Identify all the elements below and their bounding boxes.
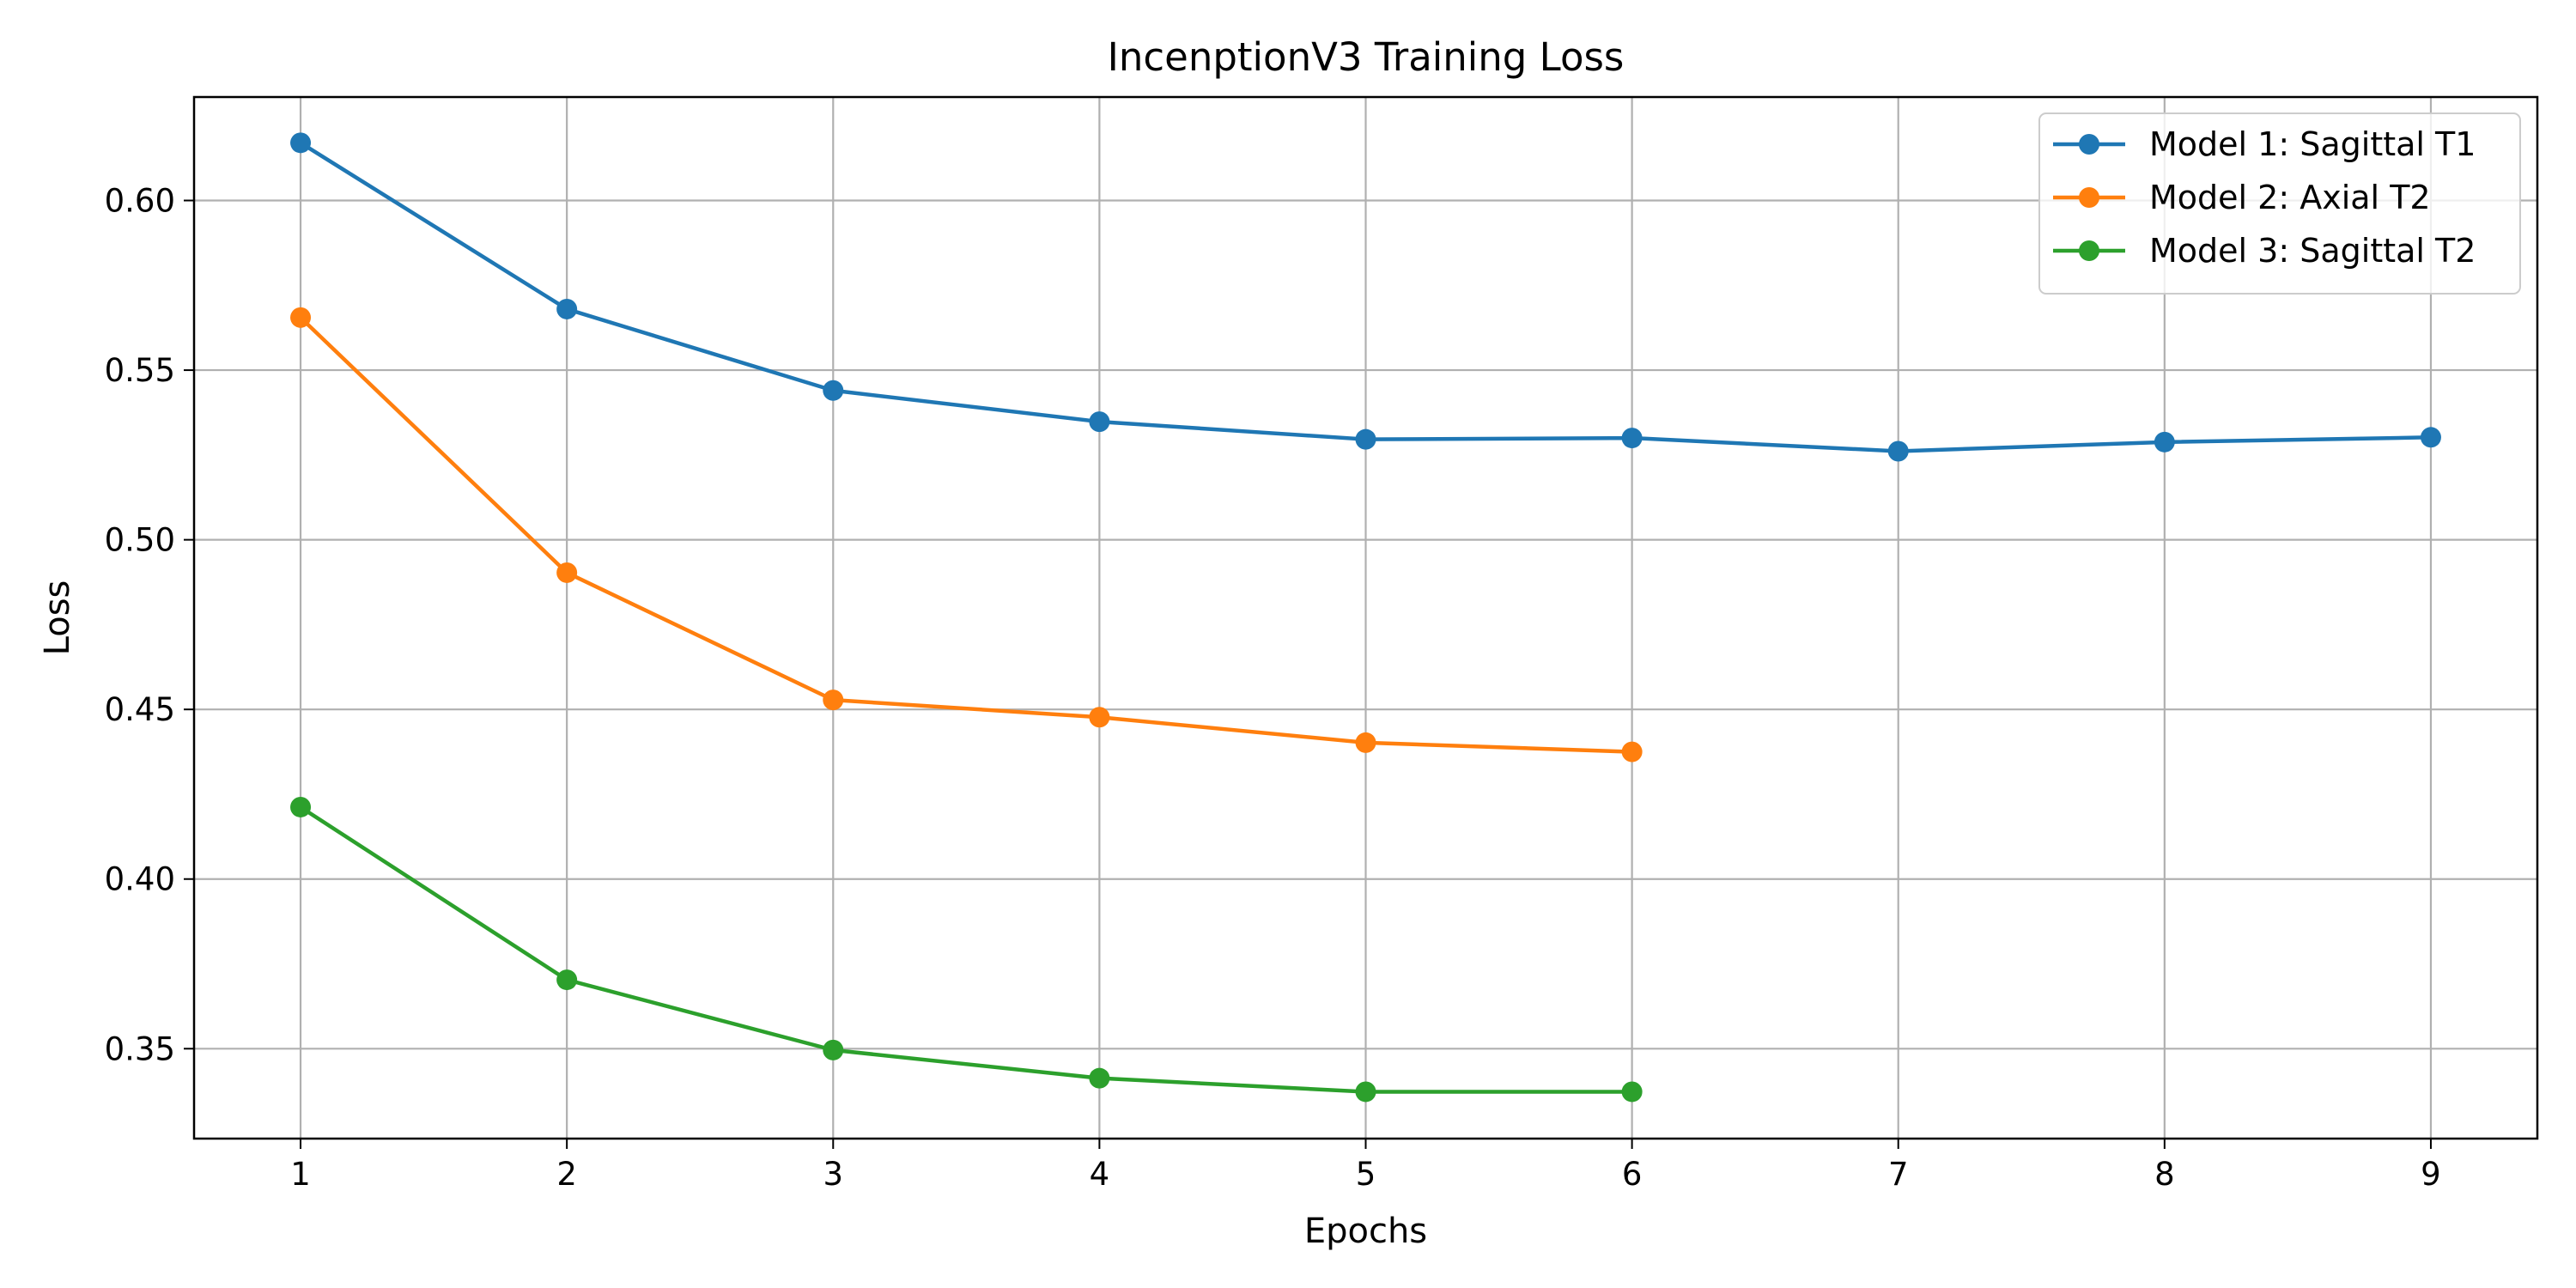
data-point [823, 690, 844, 711]
x-tick-label: 5 [1356, 1156, 1376, 1193]
x-tick-label: 4 [1090, 1156, 1110, 1193]
legend-label: Model 3: Sagittal T2 [2149, 232, 2476, 270]
x-tick-label: 2 [556, 1156, 577, 1193]
data-point [556, 562, 578, 583]
ticks: 1 2 3 4 5 6 7 8 9 0.35 0.40 0.45 0.50 0.55 0.60 [105, 183, 2441, 1193]
data-point [1887, 440, 1909, 462]
series-2 [290, 307, 1643, 762]
data-point [823, 1039, 844, 1060]
data-point [1621, 428, 1643, 449]
data-point [823, 380, 844, 401]
x-tick-label: 9 [2421, 1156, 2441, 1193]
legend-marker [2079, 187, 2099, 208]
y-axis-label: Loss [38, 580, 77, 656]
data-point [290, 796, 312, 817]
legend: Model 1: Sagittal T1 Model 2: Axial T2 Mod… [2038, 112, 2521, 295]
series-3 [290, 796, 1643, 1103]
data-point [1355, 428, 1376, 450]
y-tick-label: 0.60 [105, 183, 175, 220]
legend-label: Model 1: Sagittal T1 [2149, 125, 2476, 163]
data-point [1621, 1081, 1643, 1103]
data-point [1355, 1081, 1376, 1103]
data-point [2154, 431, 2175, 453]
x-tick-label: 3 [823, 1156, 843, 1193]
y-tick-label: 0.40 [105, 861, 175, 898]
legend-marker [2079, 240, 2099, 261]
data-point [556, 969, 578, 991]
data-point [556, 298, 578, 319]
x-tick-label: 1 [290, 1156, 311, 1193]
series-1 [290, 132, 2441, 462]
data-point [290, 307, 312, 328]
x-tick-label: 7 [1888, 1156, 1909, 1193]
y-tick-label: 0.45 [105, 691, 175, 728]
data-point [1089, 411, 1110, 433]
series-line [299, 805, 1632, 1094]
x-tick-label: 8 [2154, 1156, 2175, 1193]
series-layer [290, 132, 2441, 1103]
x-axis-label: Epochs [1304, 1212, 1427, 1251]
data-point [2420, 427, 2441, 448]
data-point [1089, 1067, 1110, 1089]
data-point [290, 132, 312, 154]
data-point [1089, 707, 1110, 728]
x-tick-label: 6 [1622, 1156, 1643, 1193]
legend-item: Model 2: Axial T2 [2053, 179, 2431, 216]
legend-label: Model 2: Axial T2 [2149, 179, 2431, 216]
y-tick-label: 0.50 [105, 522, 175, 559]
series-line [299, 316, 1632, 754]
chart-title: IncenptionV3 Training Loss [1108, 34, 1625, 80]
data-point [1621, 741, 1643, 762]
legend-item: Model 1: Sagittal T1 [2053, 125, 2476, 163]
data-point [1355, 732, 1376, 753]
y-tick-label: 0.55 [105, 352, 175, 389]
legend-marker [2079, 134, 2099, 155]
legend-item: Model 3: Sagittal T2 [2053, 232, 2476, 270]
y-tick-label: 0.35 [105, 1030, 175, 1067]
legend-box [2038, 112, 2521, 295]
